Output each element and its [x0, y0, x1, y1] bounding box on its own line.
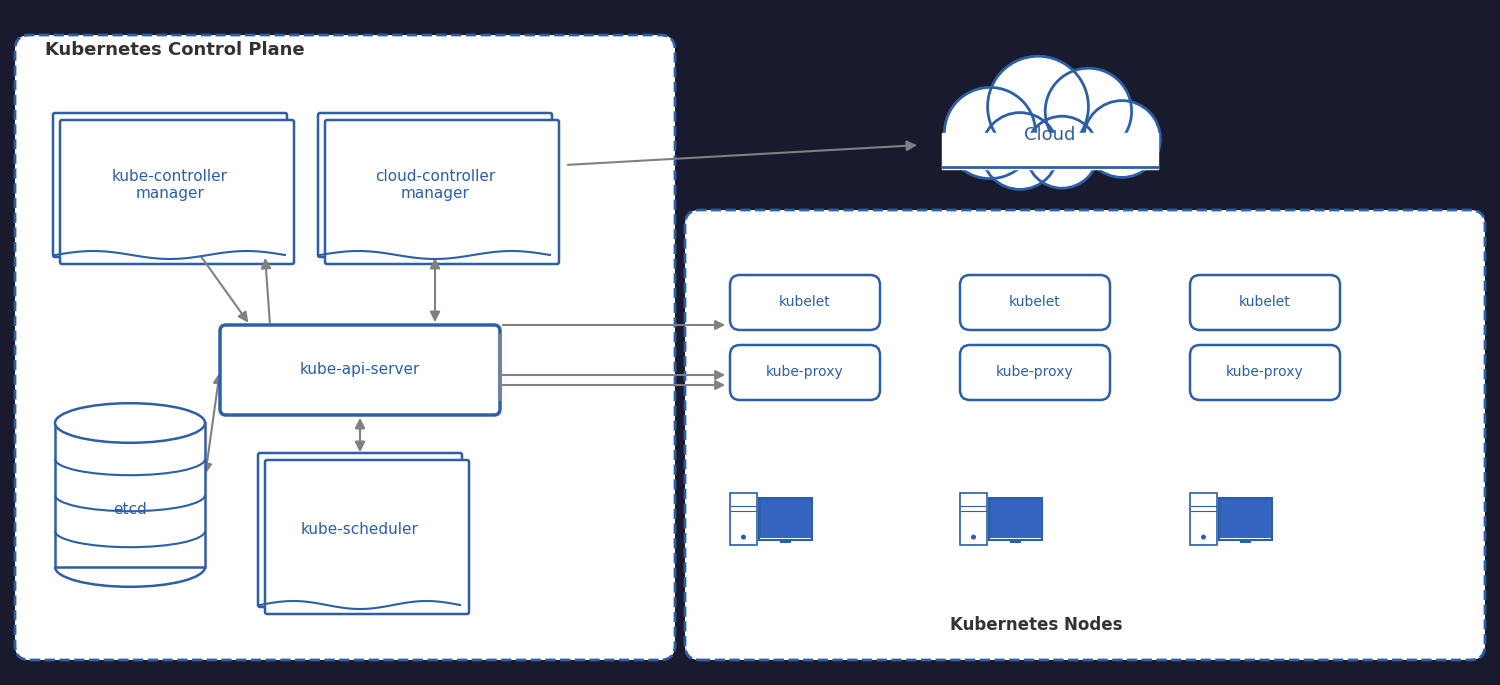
Bar	[1220, 498, 1272, 540]
Text: Cloud: Cloud	[1024, 127, 1075, 145]
Text: cloud-controller
manager: cloud-controller manager	[375, 169, 495, 201]
FancyBboxPatch shape	[730, 275, 880, 330]
Circle shape	[981, 112, 1059, 189]
Text: kube-proxy: kube-proxy	[996, 366, 1074, 379]
Bar	[730, 493, 758, 545]
Bar	[990, 498, 1042, 540]
FancyBboxPatch shape	[730, 345, 880, 400]
FancyBboxPatch shape	[53, 113, 286, 257]
Circle shape	[741, 535, 746, 539]
FancyBboxPatch shape	[1190, 275, 1340, 330]
Text: kubelet: kubelet	[778, 295, 831, 310]
Circle shape	[1202, 535, 1206, 539]
Ellipse shape	[56, 403, 206, 443]
Bar	[760, 499, 810, 538]
Text: kube-controller
manager: kube-controller manager	[112, 169, 228, 201]
FancyBboxPatch shape	[15, 35, 675, 660]
FancyBboxPatch shape	[220, 325, 500, 415]
Text: kubelet: kubelet	[1010, 295, 1060, 310]
Text: kubelet: kubelet	[1239, 295, 1292, 310]
FancyBboxPatch shape	[960, 275, 1110, 330]
Circle shape	[972, 535, 975, 539]
Circle shape	[945, 88, 1035, 179]
Bar	[990, 498, 1042, 537]
Text: Kubernetes Nodes: Kubernetes Nodes	[950, 616, 1122, 634]
Circle shape	[1026, 116, 1098, 188]
FancyBboxPatch shape	[326, 120, 560, 264]
FancyBboxPatch shape	[1190, 345, 1340, 400]
Text: etcd: etcd	[112, 503, 147, 517]
Circle shape	[1046, 68, 1131, 155]
Bar	[1220, 498, 1272, 537]
Bar	[990, 499, 1041, 538]
FancyBboxPatch shape	[60, 120, 294, 264]
Bar	[942, 133, 1158, 169]
Bar	[960, 493, 987, 545]
Text: kube-api-server: kube-api-server	[300, 362, 420, 377]
Circle shape	[1083, 101, 1161, 177]
Bar	[1190, 493, 1216, 545]
Text: Kubernetes Control Plane: Kubernetes Control Plane	[45, 41, 304, 59]
Circle shape	[987, 56, 1089, 157]
FancyBboxPatch shape	[258, 453, 462, 607]
FancyBboxPatch shape	[266, 460, 470, 614]
Bar	[56, 423, 206, 567]
Bar	[1221, 499, 1270, 538]
FancyBboxPatch shape	[318, 113, 552, 257]
Text: kube-scheduler: kube-scheduler	[302, 523, 418, 538]
FancyBboxPatch shape	[686, 210, 1485, 660]
FancyBboxPatch shape	[960, 345, 1110, 400]
Text: kube-proxy: kube-proxy	[1226, 366, 1304, 379]
Text: kube-proxy: kube-proxy	[766, 366, 844, 379]
Bar	[759, 498, 812, 537]
Bar	[759, 498, 812, 540]
